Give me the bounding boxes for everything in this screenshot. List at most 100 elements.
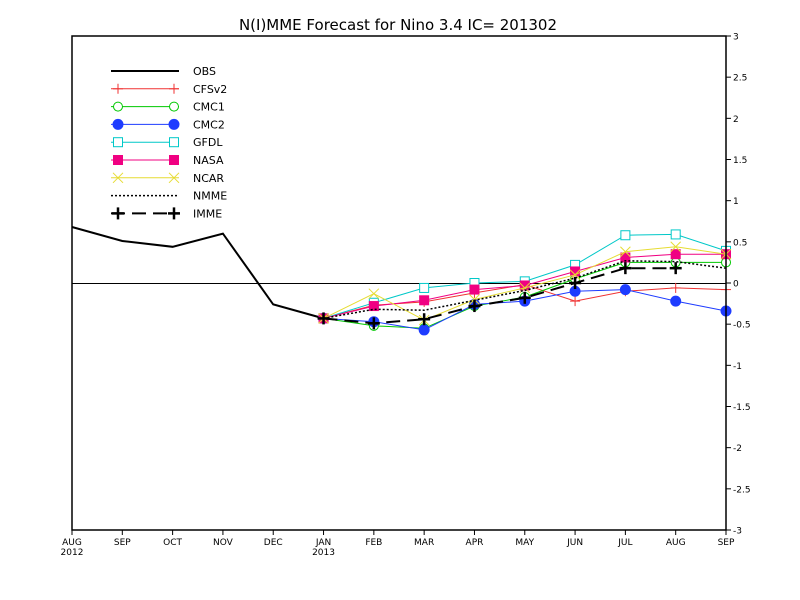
y-tick-label: -0.5 — [733, 321, 751, 331]
x-tick-label: MAR — [414, 538, 434, 548]
legend-marker — [113, 137, 123, 148]
legend-label: CMC1 — [193, 101, 225, 114]
x-tick-label: AUG — [62, 538, 82, 548]
y-axis: 3 2.5 2 1.5 1 0.5 0 -0.5 -1 -1.5 -2 -2.5 -3 — [726, 33, 751, 537]
y-tick-label: -2 — [733, 444, 742, 454]
data-point-imme — [317, 312, 330, 325]
y-tick-label: -1 — [733, 362, 742, 372]
legend-marker — [169, 101, 179, 112]
legend-marker — [113, 83, 123, 94]
series-nmme — [323, 260, 727, 320]
x-tick-label: MAY — [515, 538, 534, 548]
x-tick-label: JAN — [315, 538, 331, 548]
x-tick-label: DEC — [264, 538, 283, 548]
y-tick-label: 2 — [733, 115, 739, 125]
data-point-gfdl — [670, 229, 681, 240]
legend-marker — [169, 83, 179, 94]
data-point-imme — [569, 277, 582, 289]
series-obs — [71, 226, 324, 320]
y-tick-label: -2.5 — [733, 485, 751, 495]
x-tick-label: SEP — [114, 538, 131, 548]
series-gfdl — [318, 229, 731, 324]
legend-item-cmc2: CMC2 — [111, 118, 225, 131]
y-tick-label: 0.5 — [733, 238, 747, 248]
legend-item-gfdl: GFDL — [111, 136, 223, 149]
legend-marker — [113, 101, 123, 112]
data-point-imme — [669, 262, 682, 275]
legend-label: NMME — [193, 190, 227, 203]
data-point-nasa — [368, 301, 379, 312]
legend-marker — [113, 155, 123, 165]
legend-label: CFSv2 — [193, 83, 227, 96]
data-point-ncar — [620, 246, 631, 258]
series-line-obs — [71, 226, 324, 320]
legend-label: NASA — [193, 154, 224, 167]
x-tick-label: OCT — [163, 538, 182, 548]
data-point-gfdl — [419, 282, 430, 293]
data-point-imme — [619, 262, 632, 275]
legend-item-obs: OBS — [111, 65, 216, 78]
legend-label: NCAR — [193, 172, 224, 185]
x-year-label: 2012 — [61, 548, 84, 558]
legend-marker — [112, 207, 124, 220]
data-point-cmc2 — [619, 284, 631, 296]
series-line-imme — [323, 267, 676, 325]
data-point-nasa — [419, 295, 430, 306]
data-point-ncar — [368, 288, 380, 300]
series-layer — [71, 226, 732, 336]
data-point-nasa — [670, 249, 681, 260]
legend-item-cmc1: CMC1 — [111, 101, 225, 114]
data-point-cmc2 — [670, 295, 682, 307]
x-axis: AUG SEP OCT NOV DEC JAN FEB MAR APR MAY JUN JUL AUG S… — [61, 530, 735, 558]
data-point-nasa — [620, 252, 631, 263]
legend-marker — [169, 155, 179, 165]
y-tick-label: 0 — [733, 280, 739, 290]
series-nasa — [318, 249, 731, 324]
y-tick-label: 1 — [733, 197, 739, 207]
data-point-cfsv2 — [670, 282, 681, 293]
y-tick-label: -1.5 — [733, 403, 751, 413]
y-tick-label: 3 — [733, 33, 739, 43]
data-point-cfsv2 — [570, 296, 581, 307]
data-point-ncar — [569, 269, 581, 281]
data-point-gfdl — [620, 230, 631, 241]
legend-item-ncar: NCAR — [111, 172, 224, 185]
data-point-ncar — [469, 294, 480, 305]
y-tick-label: 1.5 — [733, 156, 747, 166]
data-point-cmc2 — [418, 324, 430, 336]
legend-label: IMME — [193, 207, 222, 220]
legend-label: OBS — [193, 65, 216, 78]
data-point-imme — [418, 313, 431, 326]
legend-marker — [169, 137, 179, 148]
x-tick-label: AUG — [666, 538, 686, 548]
legend-marker — [112, 118, 124, 130]
legend-marker — [112, 172, 124, 184]
legend-marker — [168, 172, 180, 184]
legend-item-imme: IMME — [111, 207, 222, 220]
x-tick-label: APR — [466, 538, 484, 548]
legend-marker — [168, 118, 180, 130]
legend: OBS CFSv2 CMC1 CMC2 GFDL NASA NCAR NMME IMME — [111, 65, 227, 220]
legend-item-nasa: NASA — [111, 154, 224, 167]
legend-item-nmme: NMME — [111, 190, 227, 203]
data-point-nasa — [469, 284, 480, 295]
x-tick-label: FEB — [365, 538, 382, 548]
data-point-imme — [468, 300, 481, 313]
data-point-nasa — [570, 266, 581, 277]
legend-label: GFDL — [193, 136, 223, 149]
series-line-nmme — [323, 260, 727, 320]
x-year-label: 2013 — [312, 548, 335, 558]
legend-item-cfsv2: CFSv2 — [111, 83, 227, 96]
y-tick-label: 2.5 — [733, 74, 747, 84]
x-tick-label: NOV — [213, 538, 234, 548]
x-tick-label: SEP — [718, 538, 735, 548]
x-tick-label: JUL — [617, 538, 632, 548]
data-point-imme — [367, 317, 380, 330]
series-imme — [317, 262, 682, 330]
legend-marker — [168, 207, 180, 220]
legend-label: CMC2 — [193, 118, 225, 131]
data-point-ncar — [670, 241, 682, 253]
chart-title: N(I)MME Forecast for Nino 3.4 IC= 201302 — [239, 16, 557, 34]
y-tick-label: -3 — [733, 527, 742, 537]
data-point-imme — [518, 291, 531, 304]
